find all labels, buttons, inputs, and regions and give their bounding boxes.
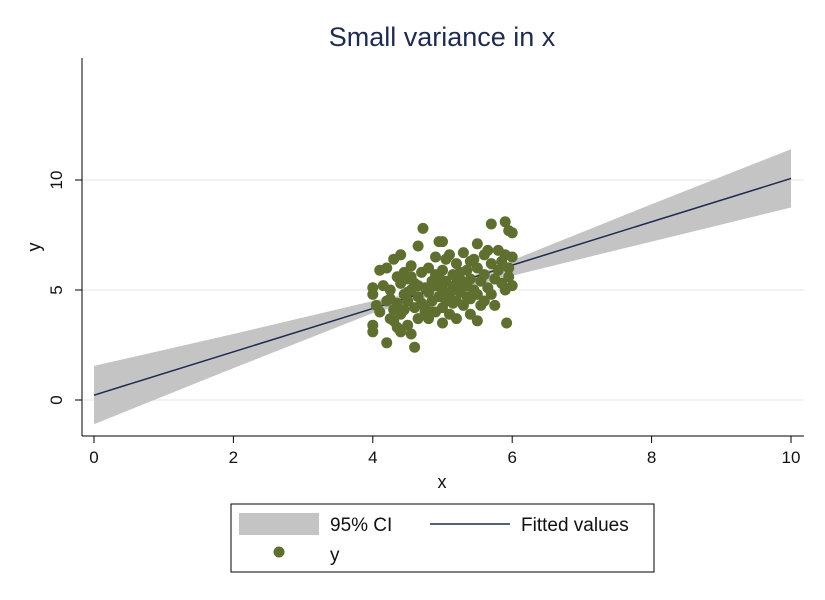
data-point [464, 293, 476, 305]
data-point [482, 244, 494, 256]
data-point [412, 280, 424, 292]
data-point [506, 280, 518, 292]
data-point [471, 262, 483, 274]
data-point [492, 264, 504, 276]
data-point [430, 269, 442, 281]
data-point [437, 236, 448, 248]
data-point [423, 286, 435, 298]
ci-band-layer [94, 149, 791, 425]
legend-y-label: y [330, 545, 340, 566]
data-point [506, 251, 518, 263]
x-tick-label: 0 [89, 448, 98, 467]
legend-ci-swatch [239, 513, 319, 535]
data-point [402, 319, 414, 331]
x-tick-label: 8 [647, 448, 656, 467]
data-point [450, 313, 462, 325]
legend-point-swatch [273, 546, 285, 558]
data-point [402, 295, 414, 307]
chart-title: Small variance in x [329, 22, 556, 52]
data-point [503, 271, 515, 283]
data-point [450, 277, 462, 289]
data-point [417, 222, 429, 234]
y-tick-label: 0 [47, 395, 66, 404]
data-point [485, 218, 497, 230]
data-point [443, 249, 455, 261]
data-point [381, 262, 393, 274]
data-point [464, 308, 476, 320]
data-point [450, 258, 462, 270]
x-axis-ticks: 0 2 4 6 8 10 [89, 436, 800, 467]
data-point [457, 299, 469, 311]
data-point [426, 306, 438, 318]
data-point [501, 317, 513, 329]
data-point [395, 249, 407, 261]
data-point [381, 337, 393, 349]
data-point [478, 295, 490, 307]
legend: 95% CI Fitted values y [230, 503, 655, 573]
data-point [367, 282, 379, 294]
x-tick-label: 10 [782, 448, 801, 467]
data-point [499, 216, 511, 228]
data-point [468, 253, 480, 265]
data-point [430, 251, 442, 263]
scatter-points [367, 216, 518, 353]
data-point [402, 286, 414, 298]
y-tick-label: 10 [47, 171, 66, 190]
y-axis-label: y [24, 243, 44, 252]
legend-fit-label: Fitted values [521, 515, 629, 536]
data-point [461, 280, 473, 292]
data-point [374, 306, 386, 318]
data-point [409, 341, 421, 353]
y-tick-label: 5 [47, 285, 66, 294]
data-point [454, 266, 466, 278]
data-point [384, 284, 396, 296]
data-point [412, 313, 424, 325]
data-point [405, 328, 417, 340]
data-point [457, 247, 469, 259]
data-point [489, 299, 501, 311]
data-point [478, 269, 490, 281]
data-point [437, 277, 448, 289]
x-tick-label: 4 [368, 448, 377, 467]
data-point [440, 295, 452, 307]
x-tick-label: 6 [507, 448, 516, 467]
data-point [485, 258, 497, 270]
ci-band [94, 149, 791, 425]
data-point [398, 266, 410, 278]
data-point [423, 262, 435, 274]
data-point [391, 321, 403, 333]
data-point [485, 288, 497, 300]
data-point [496, 255, 508, 267]
data-point [471, 315, 483, 327]
data-point [384, 293, 396, 305]
data-point [503, 262, 515, 274]
data-point [471, 238, 483, 250]
data-point [405, 260, 417, 272]
y-axis-ticks: 0 5 10 [47, 171, 82, 405]
data-point [437, 317, 448, 329]
legend-ci-label: 95% CI [330, 515, 392, 536]
data-point [412, 240, 424, 252]
data-point [398, 304, 410, 316]
data-point [367, 319, 379, 331]
x-tick-label: 2 [229, 448, 238, 467]
data-point [506, 227, 518, 239]
x-axis-label: x [438, 472, 447, 492]
